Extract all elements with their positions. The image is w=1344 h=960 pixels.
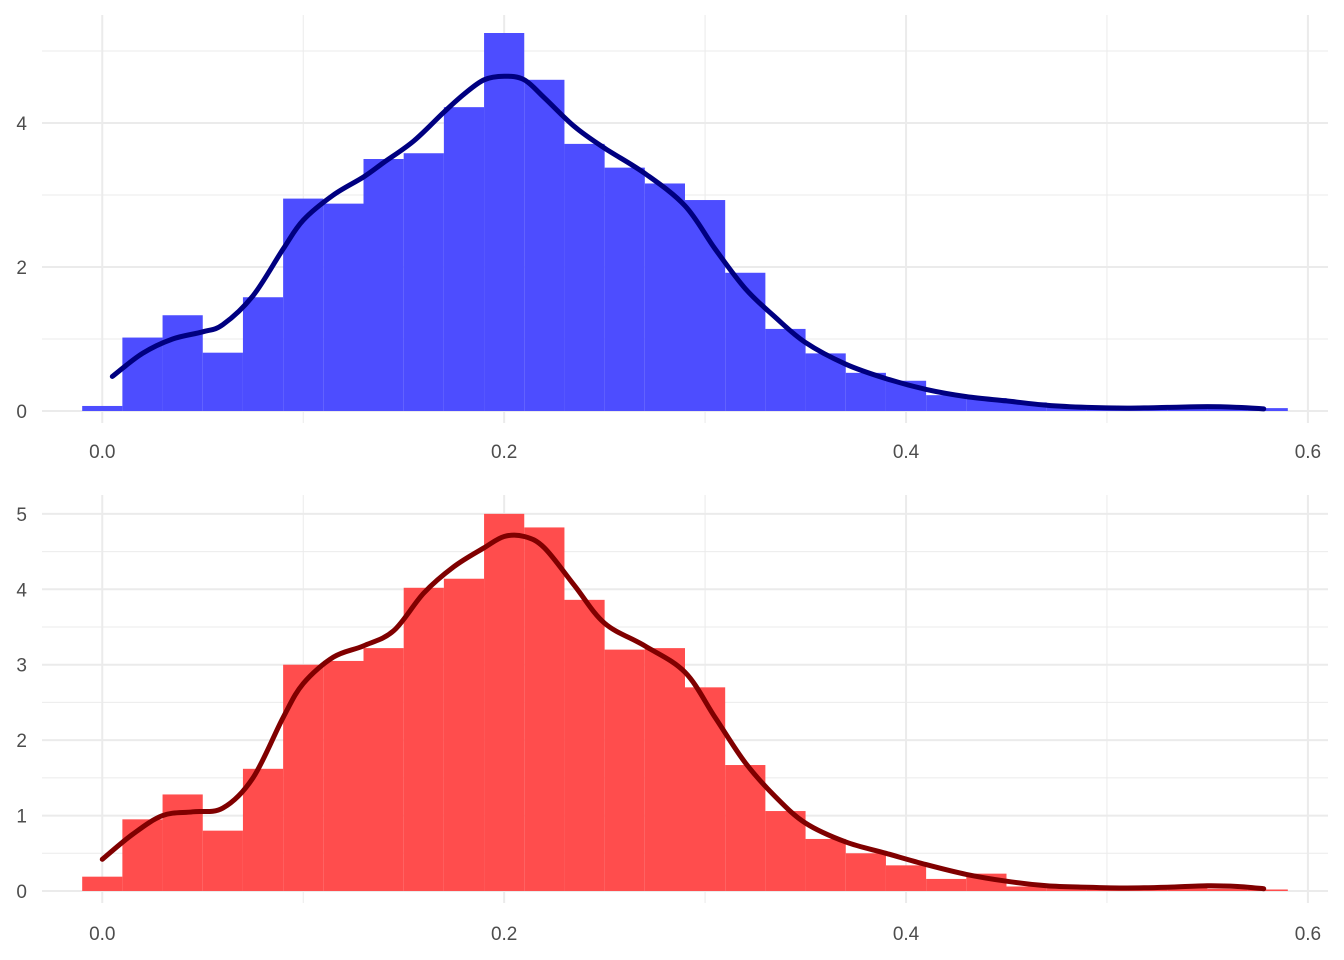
histogram-bar <box>323 660 364 891</box>
histogram-bar <box>202 352 243 411</box>
histogram-bar <box>1247 889 1288 891</box>
histogram-bar <box>644 648 685 891</box>
histogram-bar <box>403 587 444 891</box>
histogram-bar <box>725 272 766 411</box>
histogram-bar <box>122 819 163 891</box>
x-tick-label: 0.4 <box>893 442 920 463</box>
histogram-bar <box>564 143 605 411</box>
histogram-bar <box>242 768 284 891</box>
histogram-bar <box>484 513 525 891</box>
histogram-bar <box>122 337 163 411</box>
x-tick-label: 0.6 <box>1295 442 1321 463</box>
y-tick-label: 0 <box>16 882 27 903</box>
y-tick-label: 1 <box>16 807 27 828</box>
histogram-bar <box>1247 408 1288 411</box>
histogram-bar <box>82 405 123 411</box>
histogram-bar <box>765 328 806 411</box>
histogram-bar <box>162 794 203 891</box>
histogram-bar <box>765 811 806 891</box>
x-tick-label: 0.0 <box>89 924 115 945</box>
histogram-bar <box>845 372 886 411</box>
histogram-bar <box>1207 888 1248 891</box>
histogram-bar <box>725 765 766 891</box>
histogram-bar <box>564 599 605 891</box>
histogram-bar <box>926 395 967 411</box>
y-tick-label: 4 <box>16 580 27 601</box>
histogram-bar <box>82 876 123 891</box>
histogram-bar <box>644 183 685 411</box>
histogram-bar <box>845 853 886 891</box>
histogram-bar <box>363 648 404 891</box>
histogram-bar <box>604 649 645 891</box>
x-tick-label: 0.4 <box>893 924 920 945</box>
histogram-bar <box>484 33 525 411</box>
histogram-bar <box>283 664 324 891</box>
histogram-bar <box>202 830 243 891</box>
y-tick-label: 2 <box>16 258 27 279</box>
y-tick-label: 4 <box>16 114 27 135</box>
x-tick-label: 0.6 <box>1295 924 1321 945</box>
histogram-bar <box>363 159 404 411</box>
x-tick-label: 0.2 <box>491 442 517 463</box>
y-tick-label: 3 <box>16 656 27 677</box>
histogram-bar <box>443 107 485 411</box>
y-tick-label: 5 <box>16 505 27 526</box>
y-tick-label: 0 <box>16 402 27 423</box>
histogram-bar <box>1006 402 1047 411</box>
x-tick-label: 0.2 <box>491 924 517 945</box>
density-curve <box>109 73 1267 412</box>
histogram-bar <box>403 153 444 412</box>
histogram-bar <box>242 297 284 411</box>
histogram-bar <box>443 578 485 891</box>
histogram-bar <box>323 203 364 411</box>
x-tick-label: 0.0 <box>89 442 115 463</box>
histogram-bar <box>926 878 967 891</box>
histogram-bar <box>162 315 203 411</box>
density-curve <box>99 532 1267 892</box>
histogram-bar <box>805 838 846 891</box>
histogram-bar <box>604 167 645 411</box>
panel-bottom: 0.0 0.2 0.4 0.6 0 1 2 3 4 5 <box>16 495 1328 945</box>
histogram-bar <box>283 198 324 411</box>
histogram-bar <box>885 865 927 891</box>
histogram-bar <box>1006 886 1047 891</box>
panel-top: 0.0 0.2 0.4 0.6 0 2 4 <box>16 15 1328 463</box>
histogram-bar <box>685 687 726 891</box>
histogram-bar <box>524 527 565 891</box>
histogram-bar <box>1167 887 1208 891</box>
y-tick-label: 2 <box>16 731 27 752</box>
histogram-bar <box>524 79 565 412</box>
